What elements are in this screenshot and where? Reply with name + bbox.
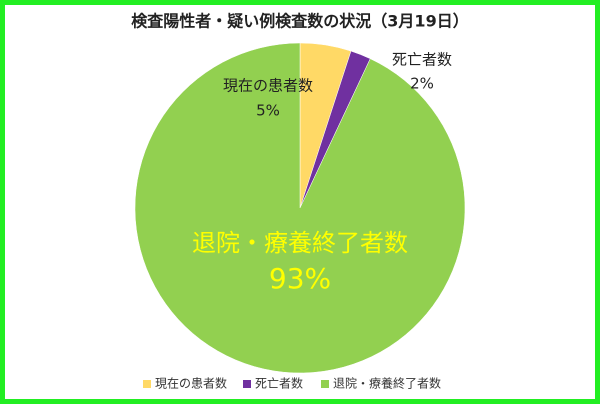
- chart-title: 検査陽性者・疑い例検査数の状況（3月19日）: [131, 12, 468, 31]
- legend-swatch: [321, 380, 329, 388]
- slice-label: 現在の患者数: [223, 77, 313, 95]
- slice-label: 死亡者数: [392, 51, 452, 69]
- value-label: 5%: [256, 102, 280, 120]
- legend-label: 退院・療養終了者数: [333, 376, 441, 391]
- slice-label: 退院・療養終了者数: [192, 229, 408, 257]
- legend-swatch: [243, 380, 251, 388]
- legend-swatch: [143, 380, 151, 388]
- value-label: 93%: [269, 262, 331, 295]
- pie: [134, 42, 466, 374]
- legend: 現在の患者数 死亡者数 退院・療養終了者数: [143, 376, 441, 391]
- legend-label: 死亡者数: [255, 376, 303, 391]
- value-label: 2%: [410, 75, 434, 93]
- pie-slice: [134, 42, 466, 374]
- legend-label: 現在の患者数: [155, 376, 227, 391]
- labels: 現在の患者数 5% 死亡者数 2% 退院・療養終了者数 93%: [192, 51, 452, 296]
